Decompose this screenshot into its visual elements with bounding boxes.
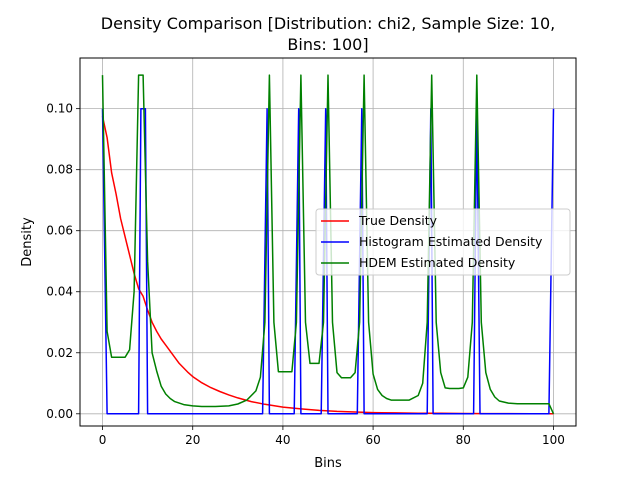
y-tick-label: 0.10: [46, 102, 73, 116]
x-tick-label: 60: [365, 433, 380, 447]
legend-box: [315, 208, 571, 276]
legend-label-2: HDEM Estimated Density: [359, 255, 516, 270]
tick-layer: 0 20 40 60 80 100 0.00 0.02 0.04 0.06 0.08 0.10: [46, 102, 565, 447]
chart-title-line1: Density Comparison [Distribution: chi2, …: [101, 14, 555, 33]
x-tick-label: 40: [275, 433, 290, 447]
y-tick-label: 0.02: [46, 346, 73, 360]
series-line-2: [101, 74, 555, 415]
legend-label-1: Histogram Estimated Density: [359, 234, 543, 249]
legend: True Density Histogram Estimated Density H…: [315, 208, 571, 276]
chart-title-line2: Bins: 100]: [287, 35, 368, 54]
x-tick-label: 0: [99, 433, 107, 447]
y-tick-label: 0.08: [46, 163, 73, 177]
x-tick-label: 20: [185, 433, 200, 447]
y-tick-label: 0.00: [46, 407, 73, 421]
y-tick-label: 0.04: [46, 285, 73, 299]
x-tick-label: 100: [542, 433, 565, 447]
y-tick-label: 0.06: [46, 224, 73, 238]
legend-label-0: True Density: [358, 213, 438, 228]
x-tick-label: 80: [456, 433, 471, 447]
y-axis-label: Density: [20, 217, 35, 267]
plot-frame: [79, 57, 577, 427]
x-axis-label: Bins: [314, 456, 342, 471]
series-line-0: [101, 116, 554, 415]
